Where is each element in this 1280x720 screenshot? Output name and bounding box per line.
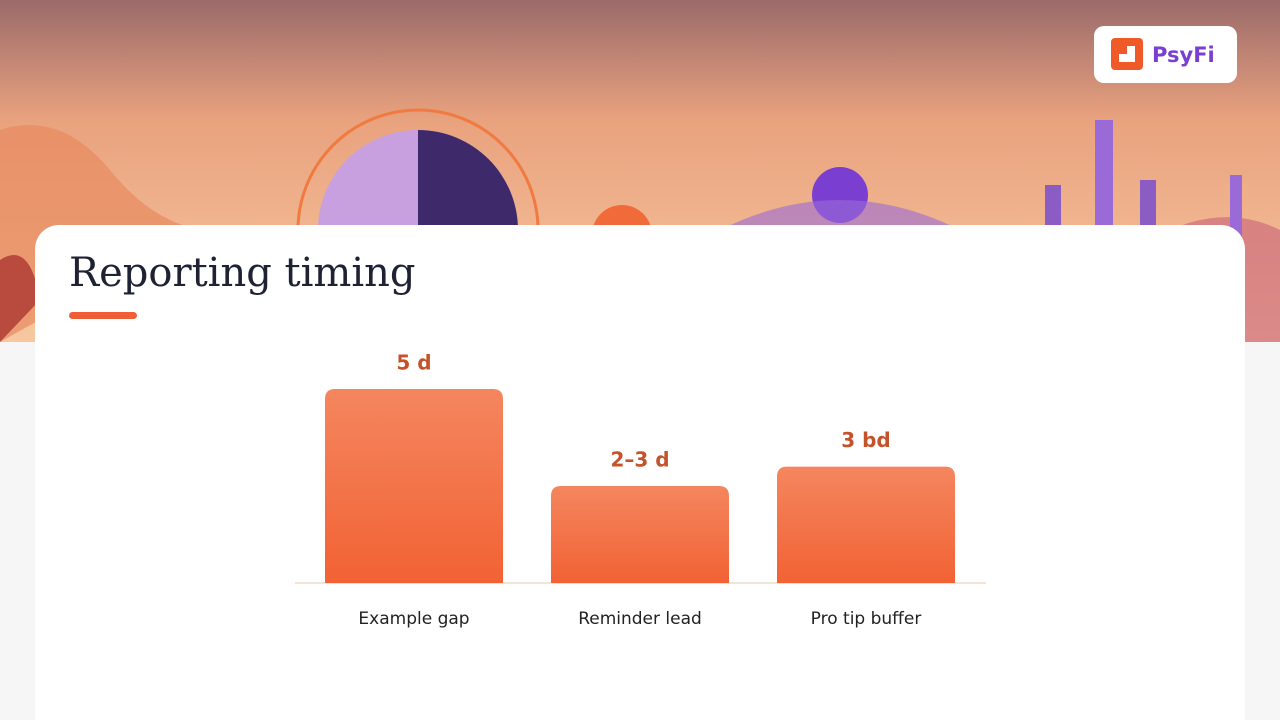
x-tick-label: Reminder lead	[578, 609, 702, 629]
card	[35, 225, 1245, 720]
title-underline	[69, 312, 137, 319]
chart-title: Reporting timing	[69, 250, 416, 296]
bar	[325, 389, 503, 583]
value-label: 3 bd	[841, 428, 891, 452]
brand: PsyFi	[1152, 43, 1215, 67]
value-label: 2–3 d	[610, 448, 669, 472]
x-tick-label: Pro tip buffer	[811, 609, 922, 629]
bar	[777, 466, 955, 583]
bar	[551, 486, 729, 583]
value-label: 5 d	[396, 351, 431, 375]
x-tick-label: Example gap	[358, 609, 469, 629]
